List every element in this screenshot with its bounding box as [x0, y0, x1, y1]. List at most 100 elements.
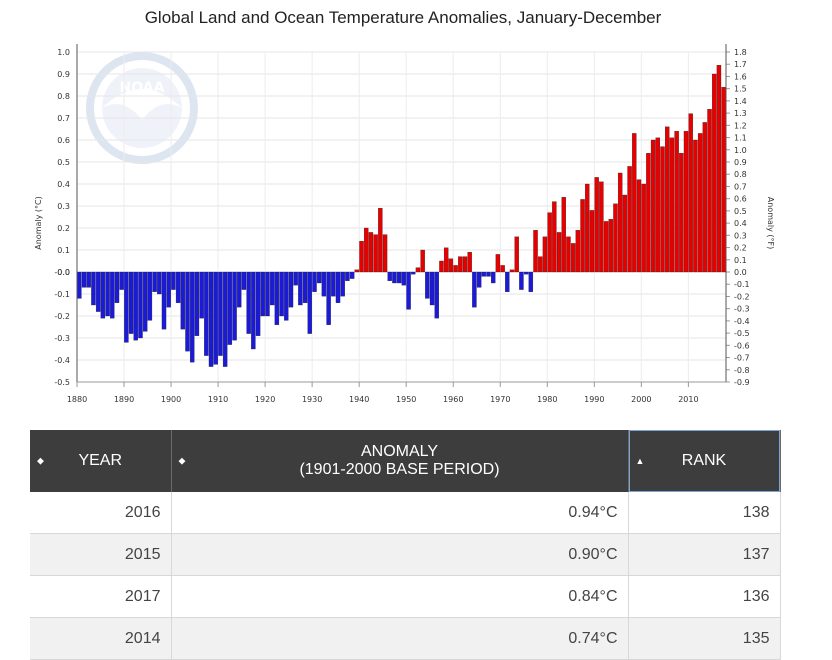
bar [284, 271, 289, 321]
bar [180, 271, 186, 330]
bar [86, 271, 91, 288]
bar [119, 271, 124, 290]
bar [599, 181, 604, 273]
noaa-logo-text: NOAA [120, 80, 165, 96]
bar [627, 166, 632, 273]
y2-tick-label: 0.6 [734, 195, 747, 204]
bar [608, 219, 613, 273]
x-tick-label: 2010 [678, 395, 698, 404]
bar [218, 271, 223, 356]
y-tick-label: -0.0 [54, 268, 70, 277]
sort-up-icon[interactable]: ▲ [635, 456, 645, 466]
bar [693, 139, 698, 273]
sort-both-icon[interactable]: ◆ [178, 455, 186, 466]
bar [321, 271, 327, 297]
bar [349, 271, 355, 279]
y-tick-label: 0.4 [57, 180, 70, 189]
y-tick-label: 0.3 [57, 202, 70, 211]
x-tick-label: 1920 [255, 395, 275, 404]
y2-tick-label: 0.9 [734, 158, 747, 167]
bar [716, 65, 722, 273]
bar [420, 249, 425, 273]
bar [580, 199, 585, 273]
year-column-header[interactable]: ◆ YEAR [30, 430, 172, 492]
bar [533, 230, 538, 273]
bar [251, 271, 256, 350]
y2-tick-label: -0.6 [734, 341, 750, 350]
y2-tick-label: -0.2 [734, 292, 750, 301]
bar [622, 194, 628, 273]
year-cell: 2015 [30, 533, 172, 576]
y2-tick-label: 1.5 [734, 85, 747, 94]
bar [387, 271, 392, 281]
y2-tick-label: 0.0 [734, 268, 747, 277]
anomaly-column-header[interactable]: ◆ ANOMALY (1901-2000 BASE PERIOD) [171, 430, 629, 492]
bar [462, 256, 468, 273]
bar [538, 256, 543, 273]
y-tick-label: 0.6 [57, 136, 70, 145]
bar [481, 271, 487, 277]
bar [669, 137, 675, 273]
bar [326, 271, 331, 325]
bar [194, 271, 200, 336]
bar [345, 271, 350, 281]
bar [396, 271, 402, 284]
y-tick-label: 0.1 [57, 246, 70, 255]
bar [603, 221, 609, 273]
bar [425, 271, 430, 299]
bar [589, 210, 595, 273]
bar [632, 133, 637, 273]
y-tick-label: 0.7 [57, 114, 70, 123]
x-tick-label: 1880 [67, 395, 87, 404]
y2-tick-label: -0.9 [734, 378, 750, 387]
y2-tick-label: 1.7 [734, 60, 747, 69]
bar [269, 271, 275, 306]
bar [697, 133, 703, 273]
year-cell: 2017 [30, 575, 172, 618]
bar [157, 271, 162, 295]
bar [613, 203, 618, 273]
bar [307, 271, 312, 334]
rank-header-label: RANK [681, 452, 727, 469]
rank-cell: 138 [628, 492, 781, 534]
bar [411, 271, 416, 275]
bar [646, 153, 651, 273]
bar [712, 73, 717, 273]
bar [222, 271, 228, 367]
bar [213, 271, 218, 365]
table-row: 2014 0.74°C 135 [30, 617, 781, 660]
rank-column-header[interactable]: ▲ RANK [628, 430, 781, 492]
bar [650, 139, 656, 273]
bar [547, 212, 552, 273]
bar [594, 177, 599, 273]
x-tick-label: 1980 [537, 395, 557, 404]
y-tick-label: 1.0 [57, 48, 70, 57]
bar [138, 271, 143, 339]
bar [467, 252, 472, 273]
anomaly-cell: 0.84°C [171, 575, 629, 618]
bar [340, 271, 345, 297]
y-axis-label-right: Anomaly (°F) [766, 197, 775, 249]
bar [458, 256, 463, 273]
bar [237, 271, 242, 308]
bar [81, 271, 87, 288]
bar [721, 87, 726, 273]
bar [190, 271, 195, 363]
y-tick-label: 0.0 [57, 268, 70, 277]
bar [279, 271, 284, 317]
anomaly-cell: 0.90°C [171, 533, 629, 576]
bar [476, 271, 482, 288]
sort-both-icon[interactable]: ◆ [37, 455, 44, 466]
bar [491, 271, 496, 284]
bar [495, 254, 501, 273]
bar [199, 271, 204, 319]
y2-tick-label: 0.3 [734, 231, 747, 240]
bar [617, 172, 623, 273]
bar [204, 271, 209, 356]
bar [683, 131, 689, 273]
bar [364, 227, 369, 273]
x-tick-label: 1990 [584, 395, 604, 404]
y-tick-label: 0.9 [57, 70, 70, 79]
bar [171, 271, 176, 290]
bar [552, 201, 557, 273]
